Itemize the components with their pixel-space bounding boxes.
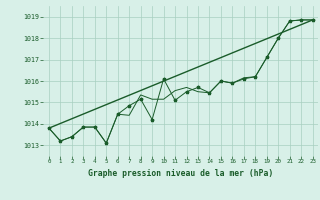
X-axis label: Graphe pression niveau de la mer (hPa): Graphe pression niveau de la mer (hPa) [88, 169, 273, 178]
